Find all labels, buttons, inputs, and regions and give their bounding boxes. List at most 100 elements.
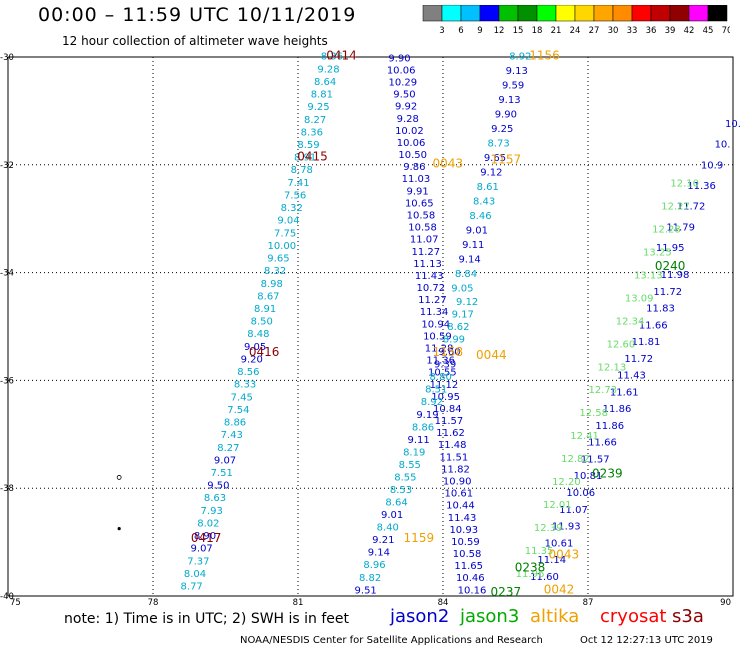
swh-value: 10.50 — [398, 150, 427, 161]
swh-value: 8.55 — [394, 472, 416, 483]
legend-cryosat: cryosat — [600, 606, 667, 627]
swh-value: 9.90 — [388, 53, 410, 64]
swh-value: 9.13 — [498, 95, 520, 106]
swh-value: 8.64 — [314, 77, 336, 88]
swh-value: 11.35 — [525, 546, 554, 557]
swh-value: 13.09 — [625, 293, 654, 304]
x-tick-label: 75 — [10, 598, 21, 605]
swh-value: 9.19 — [416, 410, 438, 421]
swh-value: 11.72 — [624, 354, 653, 365]
legend-altika: altika — [530, 606, 580, 627]
y-tick-label: -38 — [0, 484, 14, 494]
swh-value: 11.98 — [661, 270, 690, 281]
swh-value: 10.46 — [456, 573, 485, 584]
swh-value: 12.73 — [588, 385, 617, 396]
x-tick-label: 84 — [438, 598, 449, 605]
x-tick-label: 81 — [293, 598, 304, 605]
swh-value: 8.80 — [430, 372, 452, 383]
swh-value: 8.92 — [509, 52, 531, 63]
colorbar-label: 70 — [722, 26, 730, 36]
swh-value: 9.11 — [407, 435, 429, 446]
swh-value: 9.25 — [491, 124, 513, 135]
colorbar-label: 33 — [627, 26, 638, 36]
colorbar-label: 30 — [608, 26, 619, 36]
footer-generated: Oct 12 12:27:13 UTC 2019 — [580, 635, 713, 646]
swh-value: 8.61 — [477, 182, 499, 193]
swh-value: 13.25 — [643, 247, 672, 258]
swh-value: 11.51 — [440, 452, 469, 463]
time-label: 1159 — [404, 531, 435, 545]
swh-value: 11.14 — [537, 555, 566, 566]
colorbar-label: 18 — [532, 26, 543, 36]
swh-value: 9.60 — [438, 347, 460, 358]
swh-value: 10.02 — [395, 126, 424, 137]
swh-value: 11.82 — [441, 464, 470, 475]
swh-value: 10.65 — [405, 198, 434, 209]
y-tick-label: -36 — [0, 376, 14, 386]
swh-value: 10.44 — [446, 501, 475, 512]
swh-value: 9.92 — [395, 102, 417, 113]
swh-value: 7.56 — [284, 190, 306, 201]
swh-value: 9.28 — [397, 114, 419, 125]
colorbar-label: 3 — [439, 26, 444, 36]
swh-value: 9.14 — [368, 548, 390, 559]
swh-value: 11.27 — [412, 247, 441, 258]
x-tick-label: 87 — [583, 598, 594, 605]
swh-value: 11.36 — [687, 181, 716, 192]
swh-value: 12.58 — [579, 408, 608, 419]
swh-value: 11.43 — [415, 271, 444, 282]
swh-value: 8.27 — [304, 115, 326, 126]
swh-value: 8.81 — [311, 90, 333, 101]
swh-value: 8.48 — [247, 329, 269, 340]
swh-value: 10.90 — [443, 476, 472, 487]
swh-value: 9.51 — [355, 585, 377, 596]
altimeter-chart: 75 78 81 84 87 90-30-32-34-36-38-408.369.288.… — [0, 49, 740, 605]
swh-value: 12.82 — [561, 454, 590, 465]
legend-jason2: jason2 — [390, 606, 450, 627]
swh-value: 11.43 — [448, 513, 477, 524]
swh-value: 11.36 — [426, 356, 455, 367]
swh-value: 7.43 — [221, 430, 243, 441]
swh-value: 12.20 — [552, 477, 581, 488]
swh-value: 11.66 — [639, 320, 668, 331]
colorbar-label: 15 — [513, 26, 524, 36]
swh-value: 8.82 — [359, 573, 381, 584]
swh-value: 9.07 — [191, 544, 213, 555]
time-label: 0237 — [491, 585, 522, 599]
footer-credit: NOAA/NESDIS Center for Satellite Applica… — [240, 635, 543, 646]
swh-value: 9.50 — [207, 481, 229, 492]
swh-value: 8.36 — [321, 52, 343, 63]
swh-value: 10. — [725, 119, 740, 130]
swh-value: 11.43 — [617, 371, 646, 382]
swh-value: 12.01 — [543, 500, 572, 511]
swh-value: 8.91 — [254, 304, 276, 315]
swh-value: 10.06 — [566, 488, 595, 499]
swh-value: 11.07 — [559, 505, 588, 516]
swh-value: 9.11 — [462, 240, 484, 251]
swh-value: 8.43 — [473, 197, 495, 208]
swh-value: 9.17 — [452, 309, 474, 320]
swh-value: 8.51 — [425, 385, 447, 396]
colorbar-label: 21 — [551, 26, 562, 36]
swh-value: 10.72 — [416, 283, 445, 294]
swh-value: 12.39 — [534, 523, 563, 534]
swh-value: 12.28 — [652, 224, 681, 235]
swh-value: 9.59 — [502, 81, 524, 92]
y-tick-label: -30 — [0, 53, 14, 63]
legend-s3a: s3a — [672, 606, 704, 627]
swh-value: 8.64 — [385, 498, 407, 509]
page-title: 00:00 – 11:59 UTC 10/11/2019 — [38, 4, 357, 26]
swh-value: 8.33 — [234, 380, 256, 391]
swh-value: 9.28 — [317, 64, 339, 75]
swh-value: 9.86 — [403, 162, 425, 173]
swh-value: 8.73 — [487, 139, 509, 150]
time-label: 0239 — [592, 466, 623, 480]
swh-value: 10.95 — [431, 392, 460, 403]
colorbar-swatch — [707, 5, 728, 22]
time-label: 0417 — [191, 531, 222, 545]
swh-value: 7.93 — [201, 506, 223, 517]
swh-value: 12.60 — [607, 339, 636, 350]
swh-value: 10.61 — [545, 538, 574, 549]
swh-value: 9.65 — [267, 254, 289, 265]
swh-value: 9.90 — [495, 110, 517, 121]
